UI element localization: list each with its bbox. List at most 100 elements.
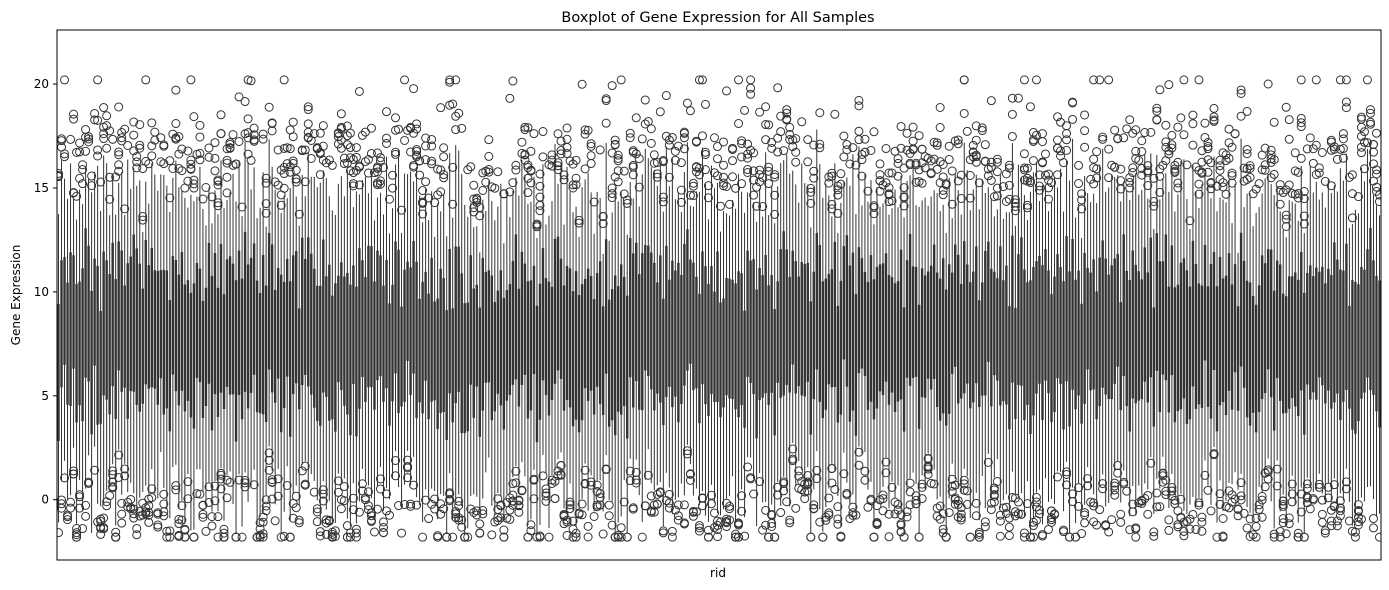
outlier-point (1248, 189, 1258, 199)
sample-box (1128, 128, 1138, 517)
outlier-point (1341, 484, 1351, 494)
outlier-point (1302, 479, 1312, 489)
box (198, 268, 202, 383)
y-tick-label: 0 (41, 493, 49, 507)
outlier-point (719, 172, 729, 182)
box (857, 247, 861, 374)
sample-box (1236, 85, 1246, 505)
outlier-point (956, 509, 966, 519)
outlier-point (758, 525, 768, 535)
outlier-point (1071, 532, 1081, 542)
outlier-point (198, 512, 208, 522)
outlier-point (1004, 531, 1014, 541)
outlier-point (532, 220, 542, 230)
outlier-point (159, 489, 169, 499)
sample-box (430, 198, 440, 514)
outlier-point (63, 512, 73, 522)
box (1002, 280, 1005, 402)
sample-box (1272, 185, 1282, 491)
outlier-point (75, 138, 85, 148)
outlier-point (1335, 511, 1345, 521)
sample-box (357, 130, 367, 496)
box (963, 241, 966, 394)
outlier-point (1263, 474, 1273, 484)
box (490, 275, 494, 421)
box (150, 247, 153, 388)
outlier-point (655, 488, 665, 498)
outlier-point (249, 135, 259, 145)
outlier-point (1236, 495, 1246, 505)
outlier-point (499, 525, 509, 535)
sample-box (264, 102, 274, 475)
outlier-point (1233, 504, 1243, 514)
outlier-point (114, 160, 124, 170)
box (878, 264, 882, 392)
outlier-point (893, 505, 903, 515)
outlier-point (351, 165, 361, 175)
sample-box (246, 76, 256, 487)
outlier-point (99, 129, 109, 139)
sample-box (363, 155, 373, 515)
outlier-point (1113, 468, 1123, 478)
outlier-point (598, 529, 608, 539)
outlier-point (971, 121, 981, 131)
outlier-point (938, 159, 948, 169)
outlier-point (899, 201, 909, 211)
box (156, 271, 160, 405)
outlier-point (99, 103, 109, 113)
sample-box (195, 120, 205, 499)
box (1200, 285, 1204, 408)
outlier-point (664, 503, 674, 513)
box (295, 251, 298, 384)
sample-box (171, 85, 181, 495)
outlier-point (439, 143, 449, 153)
outlier-point (409, 84, 419, 94)
outlier-point (1062, 467, 1072, 477)
outlier-point (731, 532, 741, 542)
outlier-point (1173, 157, 1183, 167)
outlier-point (204, 482, 214, 492)
outlier-point (294, 515, 304, 525)
box (869, 255, 873, 402)
sample-box (180, 183, 190, 542)
sample-box (183, 146, 193, 504)
outlier-point (424, 514, 434, 524)
outlier-point (794, 471, 804, 481)
outlier-point (261, 506, 271, 516)
outlier-point (1245, 514, 1255, 524)
sample-box (270, 177, 280, 526)
outlier-point (198, 194, 208, 204)
outlier-point (484, 167, 494, 177)
box (1056, 254, 1059, 379)
outlier-point (345, 532, 355, 542)
outlier-point (613, 154, 623, 164)
outlier-point (394, 501, 404, 511)
box (797, 276, 800, 387)
outlier-point (99, 134, 109, 144)
outlier-point (577, 510, 587, 520)
sample-box (586, 139, 596, 490)
outlier-point (782, 105, 792, 115)
box (824, 278, 828, 410)
box (761, 275, 764, 398)
outlier-point (1116, 517, 1126, 527)
box (349, 284, 352, 436)
box (520, 251, 524, 385)
box (875, 266, 879, 409)
sample-box (114, 102, 124, 482)
outlier-point (69, 466, 79, 476)
outlier-point (1368, 523, 1378, 533)
outlier-point (706, 490, 716, 500)
outlier-point (72, 524, 82, 534)
outlier-point (1143, 181, 1153, 191)
outlier-point (433, 190, 443, 200)
box (201, 300, 205, 418)
outlier-point (159, 159, 169, 169)
outlier-point (1173, 178, 1183, 188)
outlier-point (415, 156, 425, 166)
outlier-point (1284, 513, 1294, 523)
box (1366, 249, 1369, 378)
sample-box (72, 147, 82, 542)
box (475, 284, 478, 387)
box (1149, 237, 1153, 378)
